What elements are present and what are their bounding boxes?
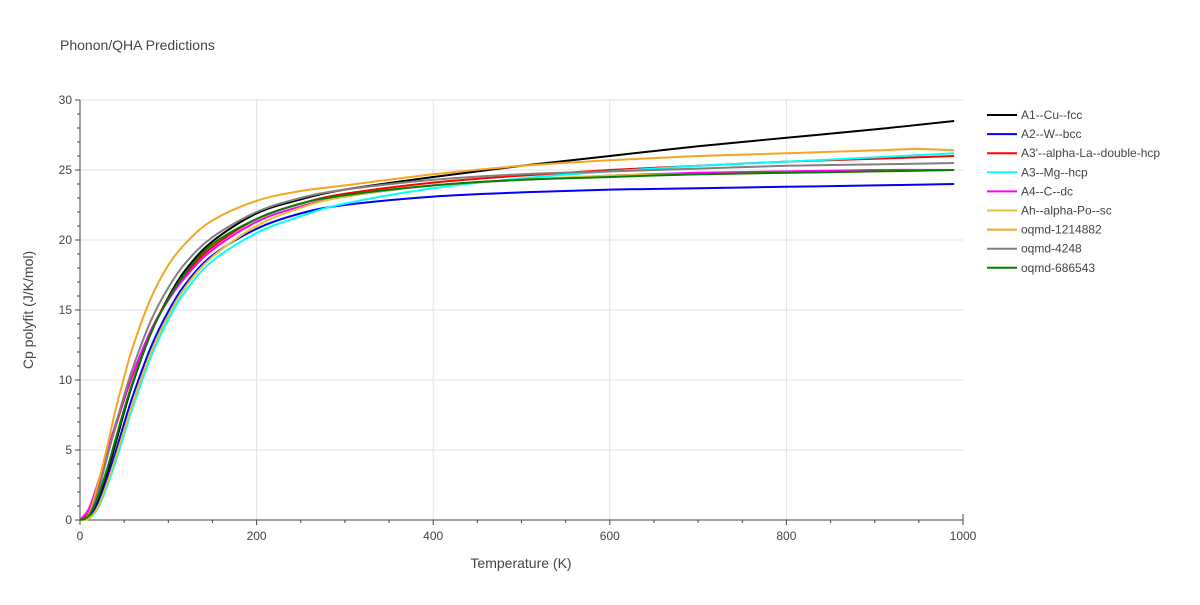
x-tick-label: 200 <box>247 529 267 543</box>
series-line-5[interactable] <box>79 168 955 521</box>
y-tick-label: 30 <box>59 93 73 107</box>
series-line-6[interactable] <box>79 169 955 522</box>
legend-item[interactable]: A1--Cu--fcc <box>987 108 1082 122</box>
legend-label: oqmd-686543 <box>1021 261 1095 275</box>
series-line-1[interactable] <box>79 120 955 521</box>
x-tick-label: 0 <box>77 529 84 543</box>
x-tick-label: 1000 <box>950 529 977 543</box>
legend-label: A2--W--bcc <box>1021 127 1081 141</box>
legend-label: A4--C--dc <box>1021 184 1073 198</box>
y-axis-title: Cp polyfit (J/K/mol) <box>20 251 36 369</box>
legend-item[interactable]: oqmd-686543 <box>987 261 1095 275</box>
series-line-7[interactable] <box>79 148 955 521</box>
y-tick-label: 20 <box>59 233 73 247</box>
axes: 0 200 400 600 800 1000 0 5 10 15 20 25 30 <box>59 93 977 543</box>
legend-label: A3'--alpha-La--double-hcp <box>1021 146 1160 160</box>
y-tick-label: 0 <box>65 513 72 527</box>
series-line-8[interactable] <box>79 162 955 521</box>
x-tick-label: 400 <box>423 529 443 543</box>
y-tick-label: 15 <box>59 303 73 317</box>
series-line-2[interactable] <box>79 183 955 521</box>
legend: A1--Cu--fcc A2--W--bcc A3'--alpha-La--doub… <box>987 108 1160 275</box>
chart-title: Phonon/QHA Predictions <box>60 37 215 53</box>
legend-item[interactable]: A3--Mg--hcp <box>987 165 1088 179</box>
series-lines <box>79 120 955 522</box>
legend-item[interactable]: A2--W--bcc <box>987 127 1081 141</box>
y-tick-label: 5 <box>65 443 72 457</box>
legend-label: oqmd-4248 <box>1021 242 1082 256</box>
legend-label: Ah--alpha-Po--sc <box>1021 204 1112 218</box>
series-line-4[interactable] <box>79 152 955 521</box>
legend-item[interactable]: Ah--alpha-Po--sc <box>987 204 1112 218</box>
legend-item[interactable]: A3'--alpha-La--double-hcp <box>987 146 1160 160</box>
series-line-9[interactable] <box>79 169 955 521</box>
legend-label: A1--Cu--fcc <box>1021 108 1082 122</box>
legend-item[interactable]: oqmd-4248 <box>987 242 1082 256</box>
series-line-3[interactable] <box>79 155 955 521</box>
grid-lines <box>80 99 963 520</box>
legend-label: A3--Mg--hcp <box>1021 165 1088 179</box>
x-tick-label: 800 <box>776 529 796 543</box>
y-tick-label: 10 <box>59 373 73 387</box>
x-tick-label: 600 <box>600 529 620 543</box>
x-axis-title: Temperature (K) <box>470 555 571 571</box>
legend-item[interactable]: oqmd-1214882 <box>987 223 1102 237</box>
legend-label: oqmd-1214882 <box>1021 223 1102 237</box>
y-tick-label: 25 <box>59 163 73 177</box>
legend-item[interactable]: A4--C--dc <box>987 184 1073 198</box>
